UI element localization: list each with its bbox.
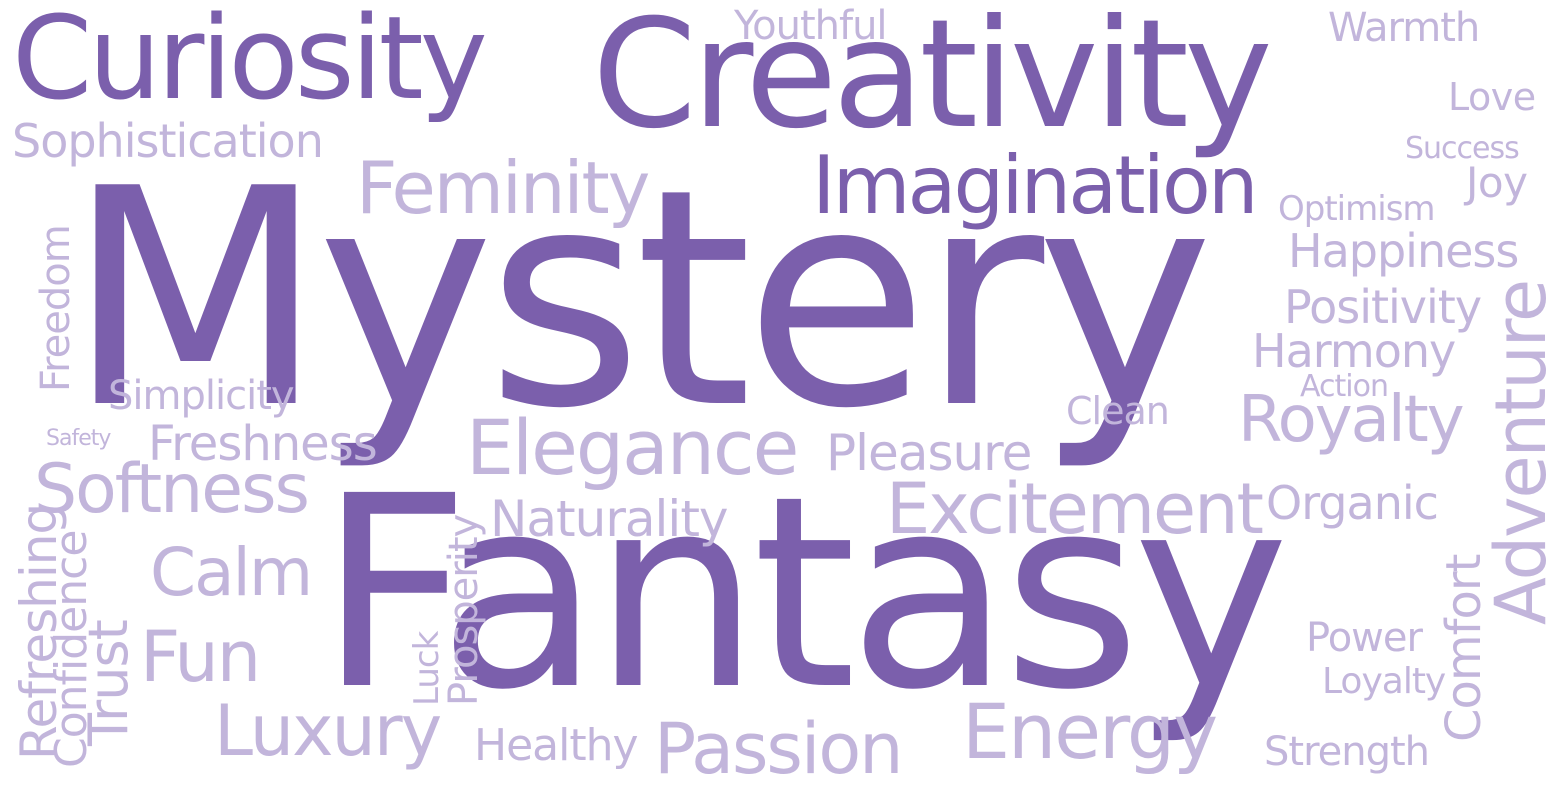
- word-simplicity: Simplicity: [108, 373, 295, 419]
- word-success: Success: [1405, 131, 1520, 166]
- word-creativity: Creativity: [592, 0, 1273, 162]
- word-pleasure: Pleasure: [826, 424, 1032, 482]
- word-joy: Joy: [1466, 158, 1528, 207]
- word-organic: Organic: [1266, 476, 1439, 530]
- word-harmony: Harmony: [1252, 324, 1456, 378]
- word-feminity: Feminity: [356, 146, 650, 230]
- word-power: Power: [1306, 615, 1423, 661]
- word-royalty: Royalty: [1238, 383, 1465, 457]
- word-youthful: Youthful: [734, 3, 888, 49]
- word-excitement: Excitement: [886, 468, 1264, 550]
- word-fantasy: Fantasy: [318, 440, 1290, 748]
- word-softness: Softness: [34, 450, 310, 529]
- word-prosperity: Prosperity: [441, 514, 487, 706]
- word-mystery: Mystery: [66, 125, 1214, 474]
- word-love: Love: [1448, 75, 1536, 119]
- word-clean: Clean: [1066, 389, 1170, 433]
- word-elegance: Elegance: [466, 403, 799, 492]
- word-loyalty: Loyalty: [1322, 661, 1446, 702]
- word-calm: Calm: [150, 534, 313, 611]
- word-optimism: Optimism: [1278, 189, 1436, 229]
- word-action: Action: [1300, 369, 1389, 404]
- word-happiness: Happiness: [1288, 224, 1519, 278]
- word-imagination: Imagination: [812, 139, 1259, 232]
- word-freshness: Freshness: [148, 416, 378, 472]
- word-curiosity: Curiosity: [12, 0, 488, 126]
- word-freedom: Freedom: [33, 225, 79, 392]
- word-luxury: Luxury: [214, 690, 442, 772]
- word-trust: Trust: [77, 620, 140, 746]
- word-luck: Luck: [407, 631, 447, 706]
- word-passion: Passion: [654, 708, 904, 790]
- word-energy: Energy: [962, 687, 1218, 776]
- word-comfort: Comfort: [1436, 554, 1492, 742]
- word-naturality: Naturality: [490, 490, 729, 548]
- word-adventure: Adventure: [1480, 280, 1560, 625]
- word-warmth: Warmth: [1328, 5, 1480, 51]
- word-safety: Safety: [46, 426, 111, 451]
- word-positivity: Positivity: [1284, 280, 1482, 334]
- word-strength: Strength: [1264, 729, 1430, 775]
- word-sophistication: Sophistication: [12, 114, 324, 168]
- word-healthy: Healthy: [474, 720, 639, 771]
- word-fun: Fun: [140, 616, 261, 698]
